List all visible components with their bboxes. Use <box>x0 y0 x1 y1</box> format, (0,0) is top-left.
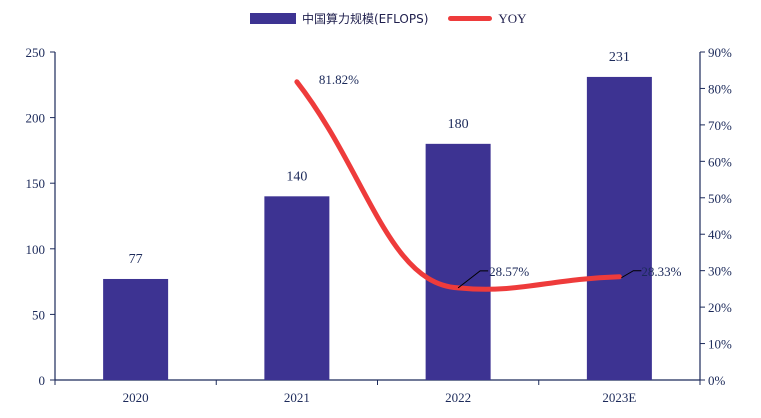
bar <box>586 76 652 380</box>
legend-swatch-bar <box>250 13 296 24</box>
y-right-tick-label: 30% <box>708 264 732 279</box>
y-right-tick-label: 80% <box>708 81 732 96</box>
y-right-tick-label: 0% <box>708 373 726 388</box>
bar-value-label: 140 <box>286 169 307 184</box>
y-left-tick-label: 0 <box>39 373 46 388</box>
y-left-tick-label: 50 <box>32 307 45 322</box>
y-left-tick-label: 150 <box>26 176 46 191</box>
x-tick-label: 2021 <box>284 390 310 405</box>
x-tick-label: 2022 <box>445 390 471 405</box>
y-left-tick-label: 100 <box>26 242 46 257</box>
x-tick-label: 2023E <box>602 390 636 405</box>
y-left-tick-label: 200 <box>26 111 46 126</box>
bar-value-label: 231 <box>609 50 630 65</box>
yoy-leader-line <box>457 270 489 289</box>
y-right-tick-label: 90% <box>708 45 732 60</box>
y-right-tick-label: 50% <box>708 191 732 206</box>
y-right-tick-label: 40% <box>708 227 732 242</box>
legend-swatch-line <box>448 16 493 21</box>
y-right-tick-label: 10% <box>708 337 732 352</box>
bar-value-label: 77 <box>129 252 143 267</box>
y-left-tick-label: 250 <box>26 45 46 60</box>
y-right-tick-label: 70% <box>708 118 732 133</box>
y-right-tick-label: 60% <box>708 154 732 169</box>
y-right-tick-label: 20% <box>708 300 732 315</box>
chart-legend: 中国算力规模(EFLOPS) YOY <box>250 10 527 27</box>
bar <box>264 196 330 380</box>
yoy-line <box>294 79 622 292</box>
bar <box>103 278 169 380</box>
yoy-leader-line <box>621 270 642 279</box>
x-tick-label: 2020 <box>123 390 149 405</box>
bar-value-label: 180 <box>448 117 469 132</box>
legend-label-computing-scale: 中国算力规模(EFLOPS) <box>302 12 429 26</box>
yoy-value-label: 28.33% <box>641 264 681 279</box>
legend-label-yoy: YOY <box>498 10 527 26</box>
yoy-value-label: 28.57% <box>489 264 529 279</box>
bar <box>425 143 491 380</box>
yoy-value-label: 81.82% <box>319 72 359 87</box>
